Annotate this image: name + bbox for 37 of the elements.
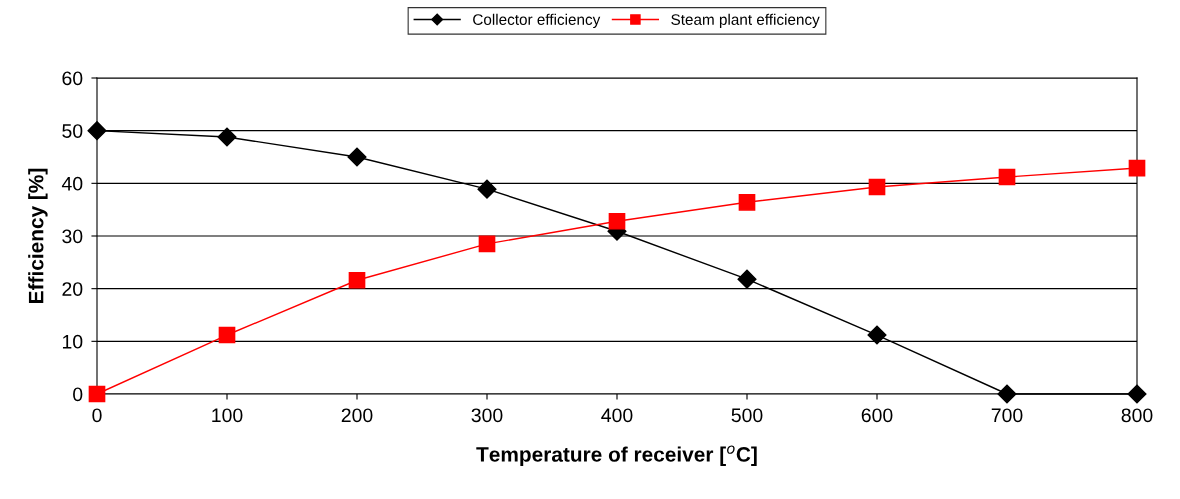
legend-label: Collector efficiency [473,13,601,28]
point [348,271,366,289]
x-tick-label: 800 [1121,408,1153,423]
point [737,269,757,289]
y-tick-label: 0 [73,387,83,402]
point [217,127,237,147]
point [867,325,887,345]
y-tick-label: 10 [62,334,83,349]
y-tick-label: 30 [62,229,83,244]
point [1127,384,1147,404]
point [88,385,106,403]
y-tick-label: 60 [62,71,83,86]
x-tick-label: 600 [861,408,893,423]
point [218,326,236,344]
legend-label: Steam plant efficiency [671,13,820,28]
point [608,212,626,230]
point [997,384,1017,404]
point [998,168,1016,186]
y-tick-label: 20 [62,282,83,296]
point [1128,159,1146,177]
x-tick-label: 700 [991,408,1023,423]
point [478,235,496,253]
x-axis-title: Temperature of receiver [$^{o}$C] [476,445,757,466]
x-tick-label: 100 [212,408,243,423]
x-tick-label: 200 [341,408,373,423]
x-tick-label: 0 [92,408,102,423]
point [477,179,497,199]
x-tick-label: 500 [731,408,763,423]
point [738,193,756,211]
x-tick-label: 400 [601,408,633,423]
y-axis-title: Efficiency [%] [28,168,48,303]
x-tick-label: 300 [471,408,503,423]
y-tick-label: 50 [62,124,83,138]
y-tick-label: 40 [61,176,83,191]
point [87,121,107,141]
point [868,178,886,196]
point [347,147,367,167]
